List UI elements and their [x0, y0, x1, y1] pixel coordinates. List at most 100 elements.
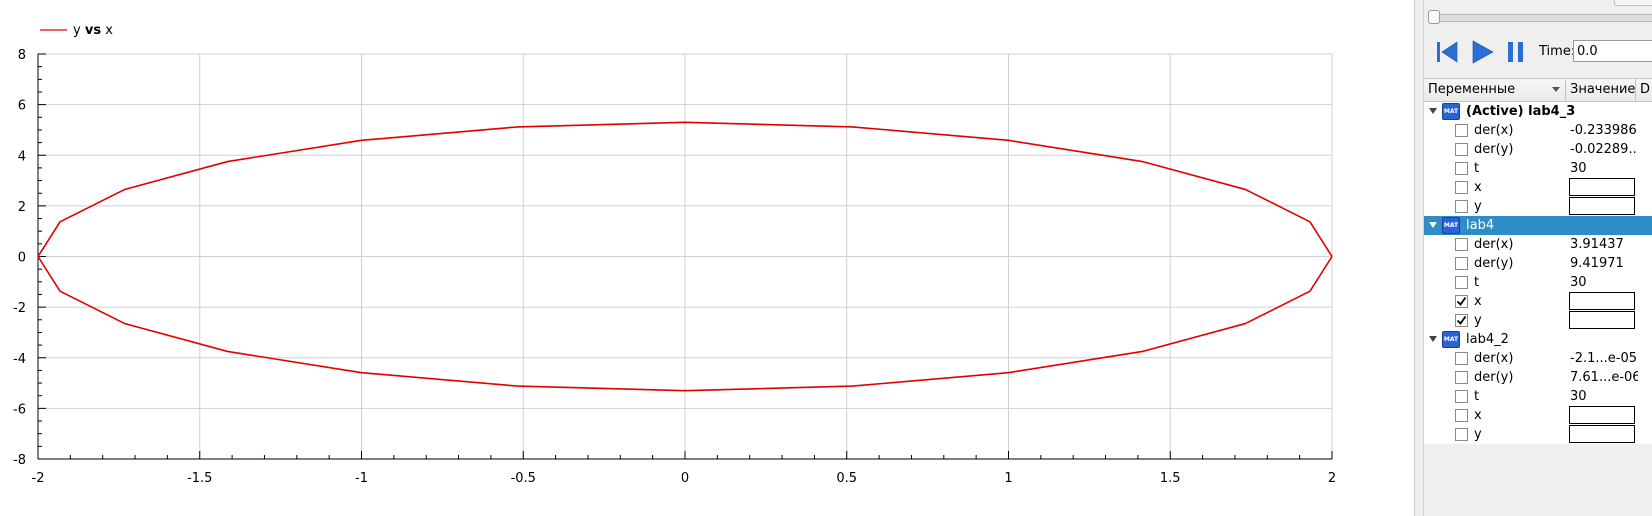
plot-area[interactable]: -2 -1.5 -1 -0.5 0 0.5 1 1.5 2 -8 -6 -4 -2 0 2 4 6 8 y vs … [0, 0, 1415, 516]
tree-variable-row[interactable]: der(y) 7.61...e-06 [1424, 368, 1652, 387]
expand-arrow-icon[interactable] [1429, 336, 1437, 342]
y-tick-label: 4 [18, 149, 26, 164]
tree-variable-row[interactable]: y [1424, 197, 1652, 216]
time-slider[interactable] [1428, 10, 1652, 24]
variable-name: der(x) [1474, 237, 1514, 252]
variable-name: der(y) [1474, 370, 1514, 385]
x-tick-label: -0.5 [511, 471, 536, 486]
pause-button[interactable] [1501, 36, 1531, 68]
model-name: (Active) lab4_3 [1466, 104, 1576, 119]
grid-lines [37, 53, 1333, 460]
series-line[interactable] [37, 121, 1333, 392]
checkmark-icon [1456, 315, 1467, 325]
toolbar-button[interactable] [1614, 0, 1652, 6]
variable-checkbox[interactable] [1455, 295, 1468, 308]
variable-name: x [1474, 294, 1482, 309]
y-tick-label: -6 [13, 402, 26, 417]
tree-variable-row[interactable]: t 30 [1424, 273, 1652, 292]
variable-checkbox[interactable] [1455, 200, 1468, 213]
x-tick-label: 1.5 [1160, 471, 1181, 486]
legend-label-y: y [73, 23, 81, 38]
panel-splitter[interactable] [1415, 0, 1424, 516]
y-tick-label: -8 [13, 453, 26, 468]
time-slider-handle[interactable] [1428, 10, 1440, 24]
header-variables[interactable]: Переменные [1424, 79, 1566, 101]
tree-variable-row[interactable]: der(y) 9.41971 [1424, 254, 1652, 273]
variable-name: der(y) [1474, 256, 1514, 271]
tree-variable-row[interactable]: der(x) -2.1...e-05 [1424, 349, 1652, 368]
variable-checkbox[interactable] [1455, 238, 1468, 251]
variable-value: 7.61...e-06 [1570, 370, 1638, 385]
sort-down-icon [1552, 87, 1560, 92]
variable-value-input[interactable] [1569, 178, 1635, 196]
variable-checkbox[interactable] [1455, 143, 1468, 156]
mat-file-icon: MAT [1442, 331, 1460, 348]
tree-model-row[interactable]: MAT lab4 [1424, 216, 1652, 235]
variable-checkbox[interactable] [1455, 352, 1468, 365]
variable-value-input[interactable] [1569, 311, 1635, 329]
variable-checkbox[interactable] [1455, 409, 1468, 422]
header-value[interactable]: Значение [1566, 79, 1636, 101]
variable-checkbox[interactable] [1455, 390, 1468, 403]
variable-checkbox[interactable] [1455, 257, 1468, 270]
play-icon [1472, 40, 1494, 64]
tree-variable-row[interactable]: der(y) -0.02289... [1424, 140, 1652, 159]
variables-tree[interactable]: Переменные Значение D MAT (Active) lab4_3… [1424, 78, 1652, 444]
variable-value-input[interactable] [1569, 425, 1635, 443]
variable-value-input[interactable] [1569, 197, 1635, 215]
variable-value: 30 [1570, 275, 1587, 290]
expand-arrow-icon[interactable] [1429, 222, 1437, 228]
variable-name: x [1474, 408, 1482, 423]
time-label: Time: [1539, 44, 1576, 59]
tree-model-row[interactable]: MAT (Active) lab4_3 [1424, 102, 1652, 121]
variable-value-input[interactable] [1569, 406, 1635, 424]
y-tick-label: -4 [13, 352, 26, 367]
tree-variable-row[interactable]: der(x) -0.233986 [1424, 121, 1652, 140]
variable-name: der(x) [1474, 351, 1514, 366]
variables-panel: Time: Переменные Значение D MAT (Active) … [1424, 0, 1652, 516]
tree-model-row[interactable]: MAT lab4_2 [1424, 330, 1652, 349]
tree-variable-row[interactable]: der(x) 3.91437 [1424, 235, 1652, 254]
tree-header: Переменные Значение D [1424, 79, 1652, 102]
variable-name: t [1474, 161, 1480, 176]
variable-name: y [1474, 427, 1482, 442]
variable-checkbox[interactable] [1455, 314, 1468, 327]
variable-name: der(x) [1474, 123, 1514, 138]
x-tick-label: 0.5 [836, 471, 857, 486]
x-tick-label: 2 [1328, 471, 1336, 486]
variable-checkbox[interactable] [1455, 162, 1468, 175]
y-tick-label: 6 [18, 99, 26, 114]
tree-variable-row[interactable]: x [1424, 292, 1652, 311]
legend[interactable]: y vs x [40, 23, 113, 38]
tree-variable-row[interactable]: y [1424, 425, 1652, 444]
variable-value: 9.41971 [1570, 256, 1624, 271]
tree-variable-row[interactable]: x [1424, 406, 1652, 425]
play-button[interactable] [1467, 36, 1497, 68]
tree-variable-row[interactable]: t 30 [1424, 159, 1652, 178]
variable-value-input[interactable] [1569, 292, 1635, 310]
variable-checkbox[interactable] [1455, 276, 1468, 289]
mat-file-icon: MAT [1442, 103, 1460, 120]
time-input[interactable] [1573, 40, 1652, 62]
variable-name: t [1474, 389, 1480, 404]
variable-checkbox[interactable] [1455, 124, 1468, 137]
model-name: lab4 [1466, 218, 1495, 233]
legend-label-vs: vs [85, 23, 101, 38]
variable-checkbox[interactable] [1455, 371, 1468, 384]
tree-variable-row[interactable]: t 30 [1424, 387, 1652, 406]
variable-checkbox[interactable] [1455, 428, 1468, 441]
tree-variable-row[interactable]: y [1424, 311, 1652, 330]
rewind-button[interactable] [1432, 36, 1462, 68]
variable-name: der(y) [1474, 142, 1514, 157]
variable-checkbox[interactable] [1455, 181, 1468, 194]
y-tick-label: 2 [18, 200, 26, 215]
plot-canvas[interactable]: -2 -1.5 -1 -0.5 0 0.5 1 1.5 2 -8 -6 -4 -2 0 2 4 6 8 y vs … [0, 0, 1415, 516]
header-description[interactable]: D [1636, 79, 1652, 101]
mat-file-icon: MAT [1442, 217, 1460, 234]
variable-value: 3.91437 [1570, 237, 1624, 252]
variable-value: -2.1...e-05 [1570, 351, 1637, 366]
y-tick-label: 0 [18, 251, 26, 266]
tree-variable-row[interactable]: x [1424, 178, 1652, 197]
header-variables-label: Переменные [1428, 82, 1516, 97]
expand-arrow-icon[interactable] [1429, 108, 1437, 114]
